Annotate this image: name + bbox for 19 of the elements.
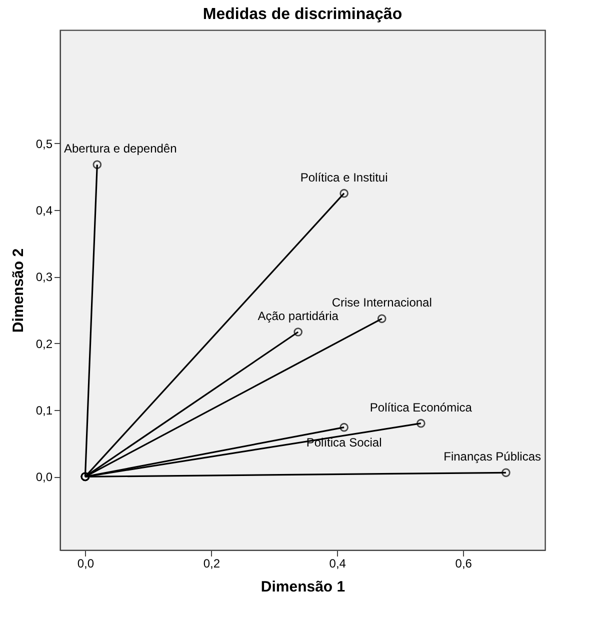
y-tick-label: 0,1 <box>36 404 53 418</box>
series-label: Política e Institui <box>300 170 388 184</box>
y-tick-label: 0,5 <box>36 136 53 151</box>
series-label: Finanças Públicas <box>444 450 542 464</box>
x-tick-label: 0,2 <box>203 556 220 570</box>
y-axis-title: Dimensão 2 <box>10 248 27 333</box>
series-label: Crise Internacional <box>332 296 432 310</box>
x-tick-label: 0,6 <box>455 556 472 570</box>
text: Abertura e dependên <box>64 142 177 156</box>
y-tick-label: 0,2 <box>36 336 53 351</box>
x-axis-title: Dimensão 1 <box>260 578 346 596</box>
y-tick-label: 0,0 <box>36 470 53 484</box>
series-label: Ação partidária <box>258 309 339 323</box>
x-tick-label: 0,4 <box>329 556 346 570</box>
y-tick-label: 0,4 <box>36 204 53 218</box>
x-tick-label: 0,0 <box>77 556 94 570</box>
y-tick-label: 0,3 <box>36 270 53 284</box>
series-label: Política Económica <box>370 400 472 414</box>
chart-title: Medidas de discriminação <box>202 6 402 23</box>
